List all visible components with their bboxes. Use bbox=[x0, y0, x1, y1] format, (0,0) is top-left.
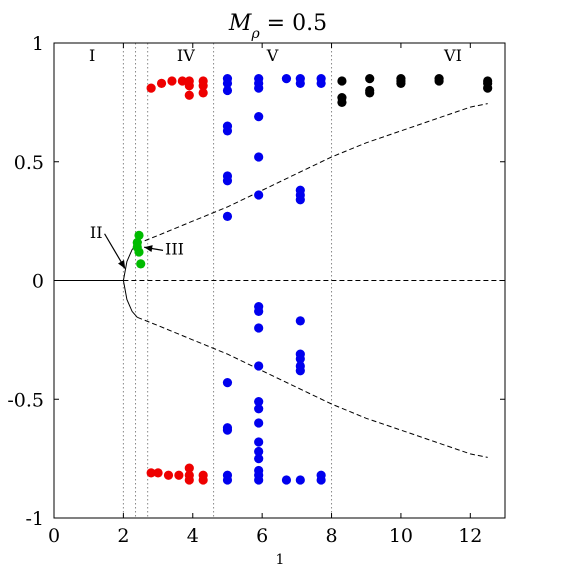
series-2-point-6 bbox=[222, 176, 233, 186]
series-1-point-11 bbox=[153, 468, 163, 478]
series-1-point-6 bbox=[184, 90, 194, 100]
series-0-point-4 bbox=[136, 259, 146, 269]
series-3-point-8 bbox=[396, 78, 406, 88]
series-2-point-17 bbox=[254, 152, 264, 162]
region-label-IV: IV bbox=[177, 46, 195, 65]
annotation-arrowhead-II bbox=[118, 259, 126, 269]
series-2-point-20 bbox=[254, 306, 264, 316]
series-1-point-8 bbox=[198, 81, 208, 91]
series-2-point-7 bbox=[222, 211, 233, 221]
series-2-point-41 bbox=[295, 354, 305, 364]
series-2-point-2 bbox=[222, 85, 233, 96]
series-1-point-0 bbox=[146, 83, 156, 93]
series-2-point-43 bbox=[295, 366, 305, 376]
y-tick-label-4: -1 bbox=[25, 508, 44, 530]
series-1-point-10 bbox=[146, 468, 156, 478]
series-3-point-2 bbox=[337, 97, 347, 107]
x-tick-label-1: 2 bbox=[117, 525, 129, 547]
series-3-point-0 bbox=[337, 76, 347, 86]
y-tick-label-2: 0 bbox=[32, 271, 44, 293]
series-2-point-31 bbox=[254, 475, 264, 485]
series-2-point-4 bbox=[222, 126, 233, 136]
y-tick-label-1: 0.5 bbox=[14, 152, 44, 174]
series-0-point-3 bbox=[134, 247, 144, 257]
series-2-point-28 bbox=[254, 454, 264, 464]
series-2-point-18 bbox=[254, 190, 264, 200]
series-1-point-3 bbox=[177, 76, 187, 86]
x-tick-label-2: 4 bbox=[187, 525, 199, 547]
series-2-point-15 bbox=[254, 83, 264, 93]
x-tick-label-5: 10 bbox=[389, 525, 413, 547]
series-1-point-12 bbox=[163, 470, 174, 480]
region-label-I: I bbox=[89, 46, 95, 65]
series-1-point-1 bbox=[156, 78, 167, 88]
series-2-point-48 bbox=[316, 475, 326, 485]
lower-solid-branch bbox=[122, 280, 138, 318]
series-2-point-38 bbox=[295, 195, 305, 205]
series-2-point-32 bbox=[281, 74, 292, 84]
series-1-point-16 bbox=[184, 475, 194, 485]
series-0-point-0 bbox=[134, 230, 144, 240]
series-2-point-8 bbox=[222, 378, 233, 388]
title-sub: ρ bbox=[250, 26, 260, 42]
series-2-point-35 bbox=[295, 78, 305, 88]
series-3-point-10 bbox=[434, 76, 444, 86]
y-tick-label-3: -0.5 bbox=[7, 389, 44, 411]
series-1-point-18 bbox=[198, 475, 208, 485]
title-var: M bbox=[228, 11, 252, 36]
series-2-point-33 bbox=[281, 475, 292, 485]
series-2-point-21 bbox=[254, 323, 264, 333]
series-2-point-23 bbox=[254, 397, 264, 407]
series-1-point-2 bbox=[167, 76, 177, 86]
annotation-II: II bbox=[90, 223, 103, 242]
x-axis-label: 1 bbox=[276, 552, 285, 566]
series-2-point-26 bbox=[254, 437, 264, 447]
lower-dashed-branch bbox=[137, 316, 488, 458]
series-2-point-12 bbox=[222, 475, 233, 485]
x-tick-label-3: 6 bbox=[256, 525, 268, 547]
chart-title: Mρ = 0.5 bbox=[228, 11, 327, 42]
series-2-point-1 bbox=[222, 78, 233, 88]
series-3-point-13 bbox=[483, 83, 493, 93]
series-1-point-13 bbox=[174, 470, 184, 480]
y-tick-label-0: 1 bbox=[32, 33, 44, 55]
region-label-V: V bbox=[266, 46, 279, 65]
upper-dashed-branch bbox=[137, 103, 488, 245]
series-2-point-39 bbox=[295, 316, 305, 326]
series-1-point-5 bbox=[184, 81, 194, 91]
series-3-point-5 bbox=[365, 88, 375, 98]
series-2-point-22 bbox=[254, 361, 264, 371]
region-label-VI: VI bbox=[443, 46, 462, 65]
x-tick-label-0: 0 bbox=[48, 525, 60, 547]
series-2-point-44 bbox=[295, 475, 305, 485]
annotation-III: III bbox=[165, 239, 184, 258]
series-2-point-46 bbox=[316, 78, 326, 88]
series-3-point-3 bbox=[365, 74, 375, 84]
series-1-point-14 bbox=[184, 463, 194, 473]
series-2-point-16 bbox=[254, 112, 264, 122]
annotation-arrowhead-III bbox=[144, 245, 153, 253]
series-1-point-9 bbox=[198, 88, 208, 98]
title-rest: = 0.5 bbox=[260, 11, 327, 36]
series-2-point-27 bbox=[254, 446, 264, 457]
series-2-point-24 bbox=[254, 404, 264, 414]
series-2-point-10 bbox=[222, 425, 233, 435]
x-tick-label-6: 12 bbox=[458, 525, 482, 547]
x-tick-label-4: 8 bbox=[325, 525, 337, 547]
series-2-point-25 bbox=[254, 418, 264, 428]
